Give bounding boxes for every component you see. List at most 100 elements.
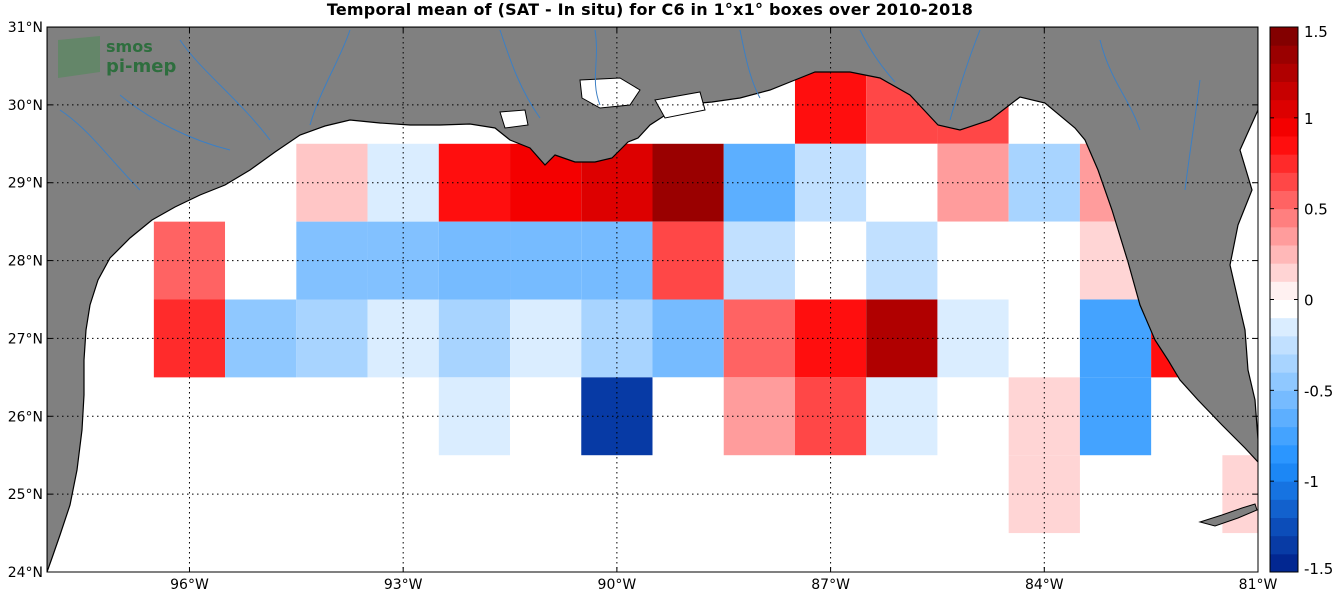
inner-bay — [579, 77, 641, 109]
river — [1099, 39, 1141, 131]
smos-logo: smos pi-mep — [58, 36, 176, 78]
colorbar-segment — [1270, 226, 1298, 246]
colorbar-segment — [1270, 372, 1298, 391]
data-cell — [723, 221, 795, 300]
river — [499, 29, 541, 119]
colorbar-segment — [1270, 99, 1298, 119]
colorbar-segment — [1270, 463, 1298, 482]
data-cell — [1008, 377, 1080, 456]
inner-sound — [654, 91, 706, 119]
data-cell — [866, 377, 938, 456]
colorbar-segment — [1270, 117, 1298, 137]
colorbar-segment — [1270, 81, 1298, 101]
colorbar-segment — [1270, 27, 1298, 46]
colorbar-tick-label: 0.5 — [1304, 201, 1328, 219]
colorbar-tick-label: -1 — [1304, 473, 1319, 491]
colorbar-tick-label: 0 — [1304, 292, 1314, 310]
colorbar-segment — [1270, 172, 1298, 191]
data-cell — [723, 377, 795, 456]
colorbar-segment — [1270, 245, 1298, 264]
river — [594, 29, 601, 106]
y-tick-label: 27°N — [8, 331, 43, 347]
colorbar: 1.5 1 0.5 0 -0.5 -1 -1.5 — [1269, 23, 1333, 578]
logo-line1: smos — [106, 37, 153, 56]
colorbar-segment — [1270, 499, 1298, 518]
graticule — [47, 26, 1259, 573]
logo-line2: pi-mep — [106, 56, 176, 77]
y-tick-label: 28°N — [8, 254, 43, 270]
y-tick-label: 31°N — [8, 20, 43, 36]
colorbar-segment — [1270, 317, 1298, 337]
colorbar-segment — [1270, 299, 1298, 319]
y-axis: 24°N 25°N 26°N 27°N 28°N 29°N 30°N 31°N — [8, 20, 1258, 581]
colorbar-segment — [1270, 190, 1298, 210]
data-cell — [866, 143, 938, 222]
colorbar-tick-label: 1 — [1304, 110, 1314, 128]
x-tick-label: 93°W — [384, 577, 423, 592]
data-cell — [794, 221, 867, 300]
data-cell — [438, 377, 511, 456]
colorbar-segment — [1270, 208, 1298, 228]
y-tick-label: 30°N — [8, 98, 43, 114]
colorbar-segment — [1270, 481, 1298, 500]
y-tick-label: 24°N — [8, 565, 43, 581]
colorbar-segment — [1270, 517, 1298, 537]
colorbar-segment — [1270, 154, 1298, 173]
chart-title: Temporal mean of (SAT - In situ) for C6 … — [326, 0, 974, 19]
river — [1184, 79, 1201, 191]
river — [309, 29, 351, 126]
data-cell — [723, 299, 795, 378]
colorbar-segment — [1270, 45, 1298, 64]
colorbar-segment — [1270, 281, 1298, 300]
data-cell — [510, 221, 582, 300]
x-tick-label: 87°W — [811, 577, 850, 592]
x-tick-label: 81°W — [1239, 577, 1278, 592]
data-cell — [794, 65, 867, 144]
colorbar-segment — [1270, 335, 1298, 355]
data-cell — [723, 143, 795, 222]
data-cell — [866, 299, 938, 378]
colorbar-segment — [1270, 426, 1298, 446]
x-tick-label: 96°W — [170, 577, 209, 592]
data-cell — [1008, 455, 1080, 534]
y-tick-label: 29°N — [8, 176, 43, 192]
data-cell — [510, 377, 582, 456]
river — [949, 29, 981, 121]
colorbar-segment — [1270, 136, 1298, 155]
logo-mark — [58, 36, 100, 78]
data-cell — [581, 377, 653, 456]
river — [859, 29, 896, 83]
colorbar-tick-label: -1.5 — [1304, 560, 1333, 578]
x-tick-label: 90°W — [598, 577, 637, 592]
colorbar-segment — [1270, 263, 1298, 282]
data-cell — [794, 377, 867, 456]
x-axis: 96°W 93°W 90°W 87°W 84°W 81°W — [170, 27, 1277, 592]
data-cell — [438, 299, 511, 378]
colorbar-tick-label: -0.5 — [1304, 382, 1333, 400]
data-cell — [225, 221, 297, 300]
y-tick-label: 25°N — [8, 487, 43, 503]
river — [179, 39, 271, 141]
colorbar-segment — [1270, 390, 1298, 409]
data-cell — [1079, 377, 1152, 456]
rivers — [59, 29, 1201, 191]
data-cell — [438, 221, 511, 300]
colorbar-segment — [1270, 63, 1298, 82]
colorbar-segment — [1270, 408, 1298, 428]
map-frame — [46, 26, 1259, 573]
colorbar-tick-label: 1.5 — [1304, 23, 1328, 41]
colorbar-segment — [1270, 535, 1298, 555]
data-cell — [866, 221, 938, 300]
colorbar-segment — [1270, 553, 1298, 573]
river — [739, 29, 761, 99]
river — [119, 94, 231, 151]
data-cell — [438, 143, 511, 222]
data-cell — [510, 299, 582, 378]
data-cell — [225, 299, 297, 378]
data-cell — [1079, 299, 1152, 378]
land-mass — [47, 27, 1258, 572]
florida-keys — [1198, 503, 1258, 527]
colorbar-segment — [1270, 354, 1298, 373]
x-tick-label: 84°W — [1025, 577, 1064, 592]
